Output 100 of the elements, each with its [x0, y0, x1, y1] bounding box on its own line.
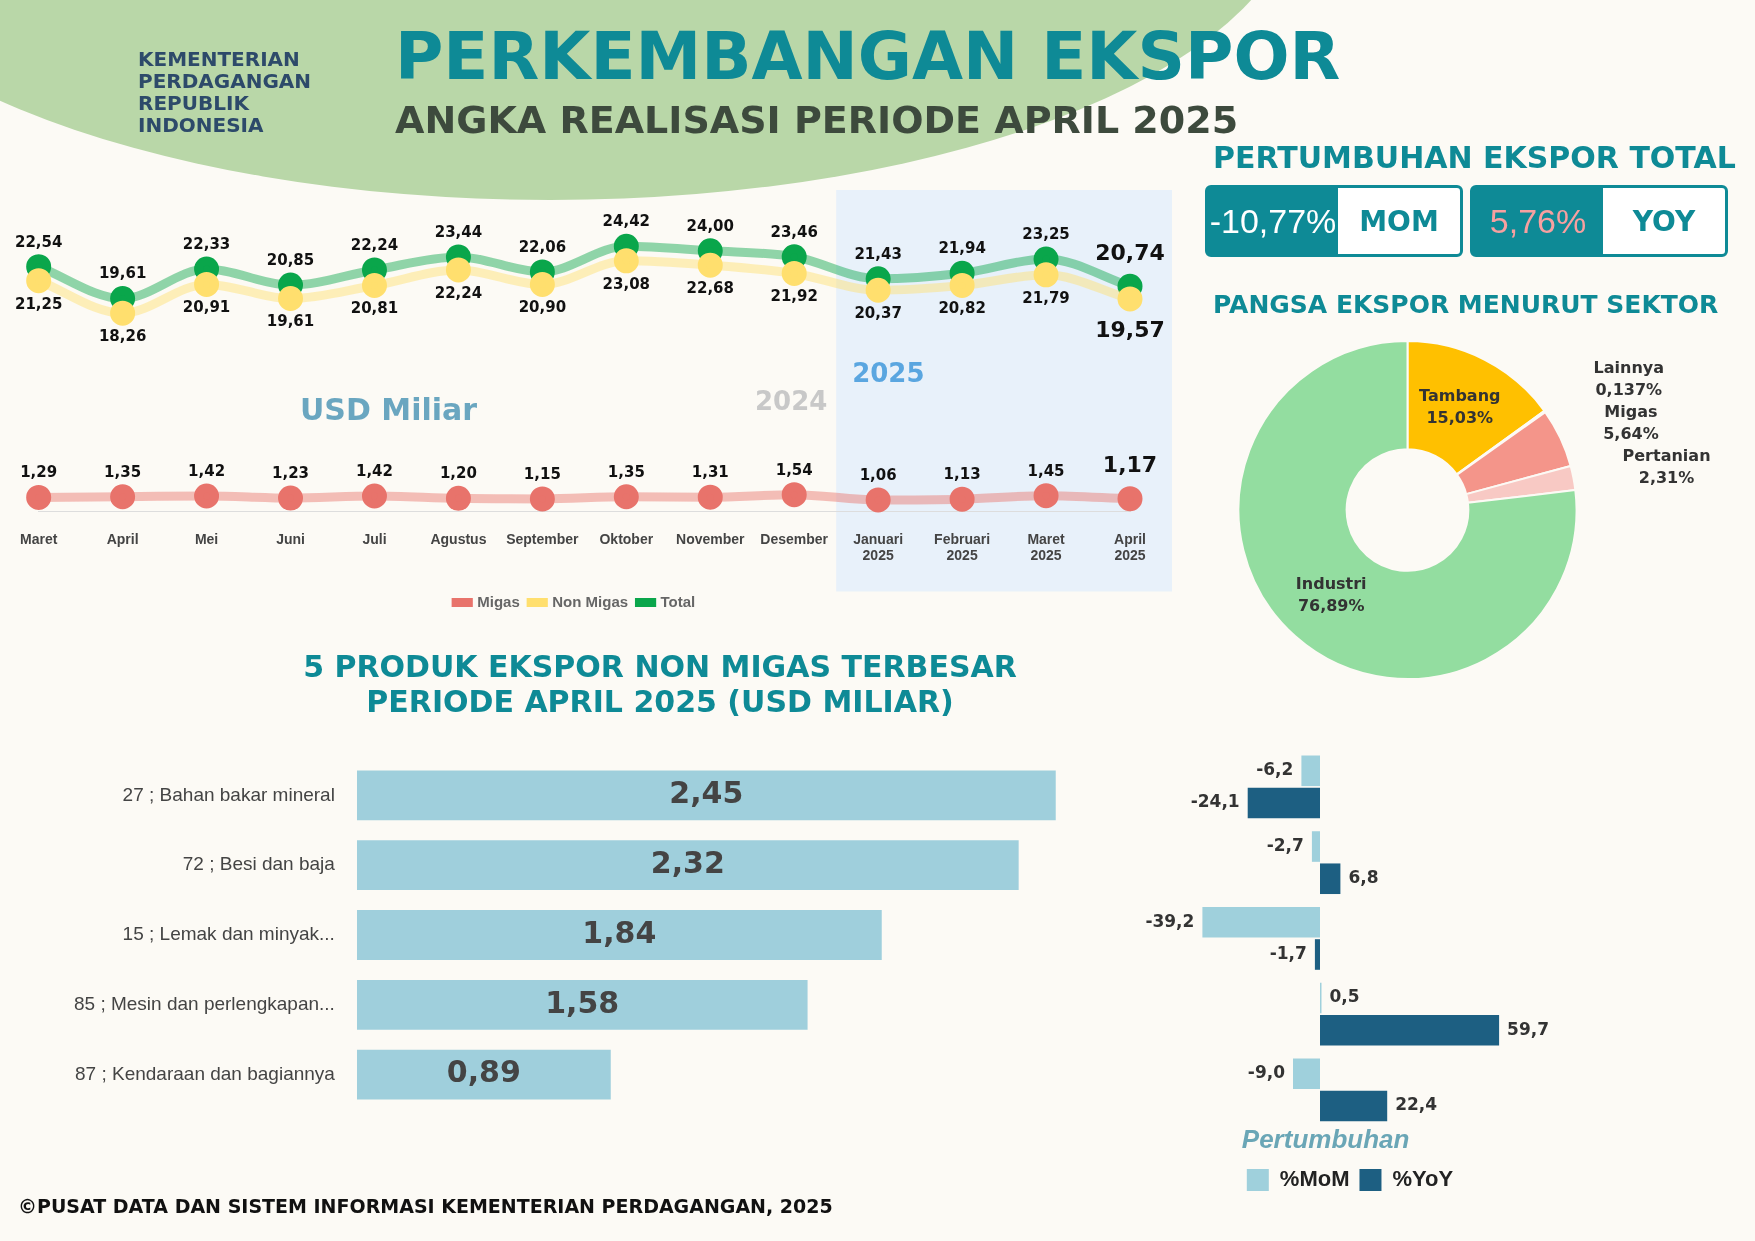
y-tick-label: 15 ; Lemak dan minyak... — [122, 923, 335, 945]
data-label: 1,31 — [691, 463, 729, 482]
data-label: 1,17 — [1102, 452, 1158, 478]
data-label: 22,68 — [686, 279, 734, 298]
data-label: 20,91 — [182, 298, 231, 317]
x-tick-label: Maret 2025 — [1027, 530, 1066, 564]
y-tick-label: 87 ; Kendaraan dan bagiannya — [75, 1062, 336, 1084]
data-label: 20,37 — [854, 304, 902, 323]
legend-title: Pertumbuhan — [1241, 1123, 1410, 1154]
data-label: 23,08 — [602, 274, 651, 293]
x-tick-label: September — [506, 530, 580, 547]
data-label: 22,06 — [518, 237, 567, 256]
x-tick-label: Desember — [760, 530, 829, 547]
chart-title: PERKEMBANGAN EKSPOR — [395, 18, 1341, 95]
data-label: -2,7 — [1266, 834, 1304, 855]
x-tick-label: Januari 2025 — [853, 530, 904, 564]
data-label: 1,20 — [439, 464, 477, 483]
slice-label: Lainnya — [1593, 358, 1665, 378]
data-label: -6,2 — [1256, 759, 1294, 780]
y-tick-label: 85 ; Mesin dan perlengkapan... — [73, 993, 335, 1015]
slice-label: Pertanian — [1622, 445, 1711, 465]
chart-title: PANGSA EKSPOR MENURUT SEKTOR — [1213, 290, 1719, 319]
text: YOY — [1631, 203, 1697, 240]
data-label: 0,5 — [1329, 986, 1360, 1007]
data-label: 22,4 — [1395, 1094, 1438, 1115]
legend-label: Non Migas — [552, 592, 629, 610]
data-label: 20,85 — [266, 250, 315, 269]
data-label: 21,43 — [854, 244, 902, 263]
data-label: 24,42 — [602, 212, 651, 231]
data-label: 1,58 — [545, 984, 620, 1020]
y-tick-label: 27 ; Bahan bakar mineral — [122, 783, 335, 805]
data-label: 20,82 — [938, 299, 986, 318]
data-label: 21,92 — [770, 287, 818, 306]
data-label: 23,46 — [770, 222, 818, 241]
data-label: 19,57 — [1095, 316, 1165, 342]
data-label: 1,35 — [104, 462, 142, 481]
slice-label: Industri — [1295, 574, 1367, 594]
annotation: USD Miliar — [300, 392, 478, 427]
data-label: 1,23 — [272, 463, 310, 482]
band-label: 2025 — [852, 358, 925, 389]
slice-label: Migas — [1604, 401, 1658, 421]
data-label: 22,33 — [182, 234, 231, 253]
data-label: 21,25 — [14, 294, 63, 313]
data-label: 1,29 — [20, 463, 58, 482]
data-label: 2,45 — [669, 775, 744, 811]
data-label: 19,61 — [266, 312, 315, 331]
chart-title: 5 PRODUK EKSPOR NON MIGAS TERBESAR PERIODE APRIL 2025 (USD MILIAR) — [302, 649, 1018, 719]
data-label: 2,32 — [650, 844, 725, 880]
x-tick-label: April 2025 — [1114, 530, 1146, 564]
data-label: 1,13 — [943, 465, 981, 484]
data-label: 0,89 — [446, 1054, 521, 1090]
data-label: 22,24 — [434, 283, 483, 302]
x-tick-label: Maret — [19, 530, 58, 547]
data-label: 15,03% — [1426, 407, 1494, 427]
data-label: -39,2 — [1145, 910, 1195, 931]
data-label: 23,44 — [434, 222, 483, 241]
x-tick-label: Mei — [194, 530, 219, 547]
data-label: 1,84 — [582, 914, 657, 950]
data-label: 20,90 — [518, 298, 567, 317]
data-label: 18,26 — [98, 327, 147, 346]
x-tick-label: April — [106, 530, 139, 547]
text: PERTUMBUHAN EKSPOR TOTAL — [1213, 140, 1736, 175]
x-tick-label: Agustus — [430, 530, 487, 547]
data-label: -24,1 — [1190, 791, 1240, 812]
data-label: 1,15 — [523, 464, 561, 483]
data-label: 20,74 — [1095, 239, 1165, 265]
data-label: 59,7 — [1507, 1018, 1550, 1039]
data-label: 1,42 — [355, 461, 393, 480]
data-label: 24,00 — [686, 216, 734, 235]
data-label: -9,0 — [1247, 1062, 1286, 1083]
y-tick-label: 72 ; Besi dan baja — [182, 853, 336, 875]
text: 5,76% — [1473, 188, 1603, 254]
x-tick-label: Oktober — [599, 530, 654, 547]
legend-label: Total — [660, 592, 696, 610]
data-label: 1,42 — [188, 461, 226, 480]
text: MOM — [1358, 203, 1440, 240]
legend-label: Migas — [477, 592, 520, 610]
data-label: 1,35 — [607, 462, 645, 481]
data-label: 20,81 — [350, 299, 399, 318]
data-label: 22,54 — [14, 232, 63, 251]
legend-label: %MoM — [1279, 1166, 1350, 1192]
data-label: 76,89% — [1297, 596, 1365, 616]
data-label: 0,137% — [1595, 380, 1663, 400]
chart-subtitle: ANGKA REALISASI PERIODE APRIL 2025 — [395, 98, 1239, 142]
legend-label: %YoY — [1392, 1166, 1454, 1192]
data-label: 22,24 — [350, 235, 399, 254]
data-label: 1,54 — [775, 460, 813, 479]
data-label: -1,7 — [1269, 942, 1307, 963]
x-tick-label: November — [676, 530, 746, 547]
x-tick-label: Juli — [362, 530, 387, 547]
data-label: 1,45 — [1027, 461, 1065, 480]
text: ©PUSAT DATA DAN SISTEM INFORMASI KEMENTERIAN PERDAGANGAN, 2025 — [18, 1195, 833, 1217]
data-label: 19,61 — [98, 264, 147, 283]
text: KEMENTERIAN PERDAGANGAN REPUBLIK INDONESIA — [138, 47, 313, 137]
x-tick-label: Februari 2025 — [934, 530, 991, 564]
slice-label: Tambang — [1419, 385, 1501, 405]
data-label: 2,31% — [1638, 467, 1695, 487]
data-label: 6,8 — [1348, 867, 1379, 888]
data-label: 21,79 — [1022, 288, 1070, 307]
text: -10,77% — [1208, 188, 1338, 254]
